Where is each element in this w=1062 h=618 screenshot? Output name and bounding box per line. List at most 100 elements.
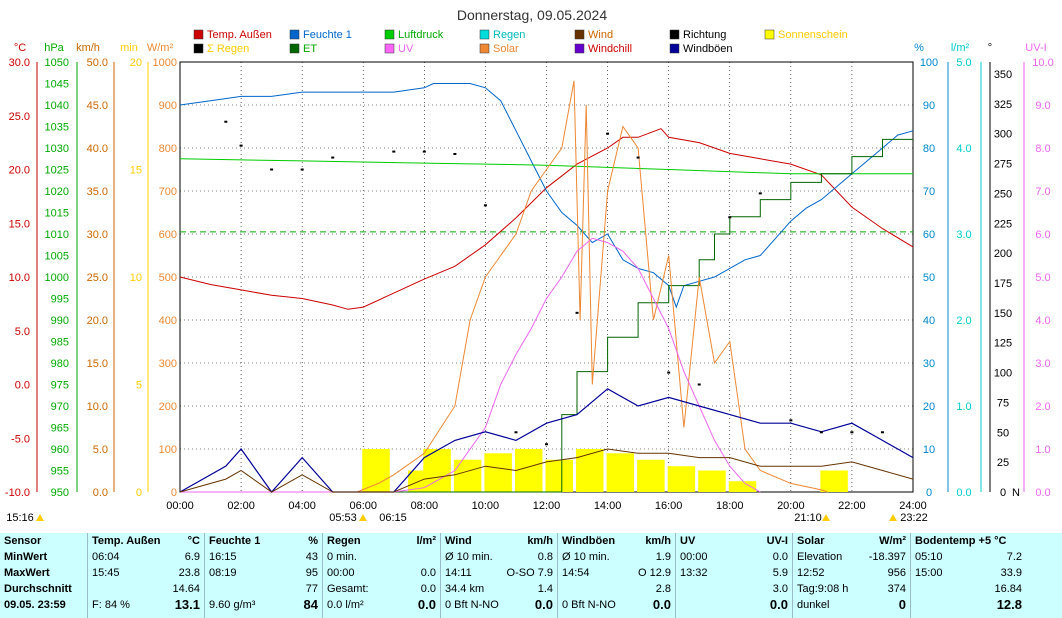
legend-swatch <box>479 43 490 54</box>
uv-axis-tick: 3.0 <box>1035 358 1050 370</box>
legend-label: Windchill <box>588 43 632 55</box>
time-axis-tick: 04:00 <box>288 500 316 512</box>
direction-point <box>880 431 884 434</box>
wind-row2-label: 14:11 <box>445 567 472 579</box>
direction-axis-tick: 75 <box>997 397 1009 409</box>
pressure-axis-tick: 1030 <box>45 143 69 155</box>
time-axis-tick: 18:00 <box>716 500 744 512</box>
boden-row2-value: 33.9 <box>1000 567 1022 579</box>
solar-axis-tick: 600 <box>159 229 177 241</box>
temp-axis-tick: 10.0 <box>9 272 30 284</box>
solar-axis-tick: 200 <box>159 401 177 413</box>
stats-col-sensor: Sensor MinWert MaxWert Durchschnitt 09.0… <box>0 533 87 618</box>
uv-axis-tick: 9.0 <box>1035 100 1050 112</box>
time-axis-tick: 16:00 <box>655 500 683 512</box>
pressure-axis-tick: 955 <box>51 466 69 478</box>
rain-axis-tick: 1.0 <box>956 401 971 413</box>
legend: Temp. Außen Feuchte 1 Luftdruck Regen Wind Ri… <box>193 29 848 55</box>
wind-axis-tick: 5.0 <box>93 444 108 456</box>
temp-axis-tick: 0.0 <box>15 380 30 392</box>
humidity-unit: % <box>914 42 924 54</box>
time-axis-tick: 10:00 <box>472 500 500 512</box>
direction-point <box>819 431 823 434</box>
temp-axis-tick: 15.0 <box>9 218 30 230</box>
regen-current: 0.0 <box>417 597 436 612</box>
pressure-axis-tick: 1020 <box>45 186 69 198</box>
direction-point <box>270 168 274 171</box>
sunset-label-2: 23:22 <box>900 512 928 524</box>
direction-point <box>422 150 426 153</box>
solar-axis-tick: 700 <box>159 186 177 198</box>
humidity-axis-tick: 40 <box>923 315 935 327</box>
boeen-row1-label: Ø 10 min. <box>562 551 610 563</box>
legend-label: Solar <box>493 43 519 55</box>
uv-axis-tick: 10.0 <box>1032 57 1053 69</box>
direction-point <box>789 419 793 422</box>
temp-header: Temp. Außen <box>92 535 161 547</box>
legend-label: Luftdruck <box>398 29 444 41</box>
minutes-axis-tick: 5 <box>136 380 142 392</box>
wind-axis-tick: 45.0 <box>87 100 108 112</box>
pressure-axis-tick: 995 <box>51 294 69 306</box>
direction-axis-tick: 150 <box>994 308 1012 320</box>
time-axis-tick: 14:00 <box>594 500 622 512</box>
pressure-axis-tick: 1045 <box>45 79 69 91</box>
stats-row-min: MinWert <box>4 551 48 563</box>
pressure-axis-tick: 1000 <box>45 272 69 284</box>
humidity-axis-tick: 100 <box>920 57 938 69</box>
legend-label: Richtung <box>683 29 726 41</box>
direction-point <box>636 156 640 159</box>
direction-point <box>545 443 548 446</box>
uv-unit: UV-I <box>1025 42 1046 54</box>
direction-axis-tick: 50 <box>997 427 1009 439</box>
boeen-header: Windböen <box>562 535 616 547</box>
direction-point <box>331 156 335 159</box>
boeen-extra: 0 Bft N-NO <box>562 599 616 611</box>
solar-row1-label: Elevation <box>797 551 843 563</box>
sun-icon <box>889 514 897 521</box>
uv-axis-tick: 1.0 <box>1035 444 1050 456</box>
direction-axis-tick: 225 <box>994 218 1012 230</box>
series-luftdruck <box>179 158 913 175</box>
direction-point <box>514 431 518 434</box>
legend-label: Temp. Außen <box>207 29 272 41</box>
uv-axis-tick: 4.0 <box>1035 315 1050 327</box>
feuchte-current: 84 <box>303 597 318 612</box>
series-uv <box>180 237 761 493</box>
sunshine-bar <box>667 466 696 492</box>
sunshine-bar <box>820 470 848 492</box>
uv-axis-tick: 6.0 <box>1035 229 1050 241</box>
stats-col-wind: Wind km/h Ø 10 min. 0.8 14:11 O-SO 7.9 34.4… <box>440 533 557 618</box>
temp-min-time: 06:04 <box>92 551 120 563</box>
sunshine-bar <box>698 470 726 492</box>
sunshine-bar <box>545 459 573 492</box>
temp-unit: °C <box>187 535 200 547</box>
pressure-axis-tick: 1015 <box>45 208 69 220</box>
humidity-axis-tick: 50 <box>923 272 935 284</box>
boden-row1-value: 7.2 <box>1006 551 1022 563</box>
wind-current: 0.0 <box>534 597 553 612</box>
sun-icon <box>359 514 367 521</box>
minutes-axis-tick: 0 <box>136 487 142 499</box>
legend-label: ET <box>303 43 317 55</box>
regen-row1: 0 min. <box>327 551 357 563</box>
sunshine-bar <box>606 453 635 492</box>
pressure-axis-tick: 1050 <box>45 57 69 69</box>
wind-row1-label: Ø 10 min. <box>445 551 493 563</box>
wind-row3-label: 34.4 km <box>445 583 485 595</box>
solar-axis-tick: 300 <box>159 358 177 370</box>
solar-axis-tick: 400 <box>159 315 177 327</box>
direction-point <box>606 132 610 135</box>
solar-row3-label: Tag:9:08 h <box>797 583 849 595</box>
wind-axis-tick: 30.0 <box>87 229 108 241</box>
legend-swatch <box>384 29 395 40</box>
sunshine-bar <box>362 449 390 492</box>
temp-axis-tick: -10.0 <box>5 487 30 499</box>
sunshine-bar <box>576 449 604 492</box>
solar-unit: W/m² <box>879 535 906 547</box>
direction-axis-tick: 25 <box>997 457 1009 469</box>
legend-swatch <box>574 29 585 40</box>
temp-axis-tick: 30.0 <box>9 57 30 69</box>
pressure-axis-tick: 1035 <box>45 122 69 134</box>
uv-unit: UV-I <box>766 535 788 547</box>
